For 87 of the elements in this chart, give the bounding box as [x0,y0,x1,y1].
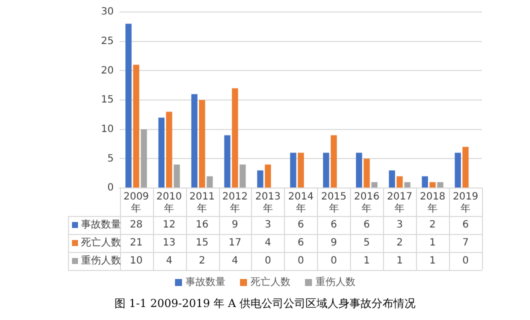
data-label: 9 [232,220,238,231]
bar [454,152,461,188]
data-label: 1 [429,238,436,249]
bar [422,176,428,188]
y-tick-label: 10 [100,124,114,135]
data-label: 9 [330,238,337,249]
data-label: 6 [298,238,304,249]
bar [232,88,238,188]
x-tick-label: 2011年 [189,192,215,215]
text: 图 1-1 2009-2019 年 A 供电公司公司区域人身事故分布情况 [114,296,416,311]
x-tick-label: 2015年 [321,192,347,215]
data-label: 2 [198,256,206,267]
data-label: 6 [364,220,370,231]
bar [264,164,271,188]
bar [323,152,330,188]
data-label: 4 [264,238,272,249]
x-tick-label: 2019年 [452,192,478,215]
y-tick-label: 5 [107,153,114,164]
bar [133,64,140,188]
y-tick-label: 30 [100,6,114,18]
data-label: 12 [162,220,176,231]
data-label: 7 [462,238,469,249]
x-tick-label: 2018年 [420,192,446,215]
data-label: 1 [429,256,436,267]
data-label: 13 [162,238,176,249]
data-label: 6 [462,220,469,231]
bar [206,176,213,188]
data-label: 1 [396,256,403,267]
x-tick-label: 2016年 [354,192,380,215]
bar [166,112,172,188]
data-label: 6 [330,220,337,231]
bar [356,152,362,188]
text: 事故数量 [186,277,226,288]
bar [371,182,378,188]
x-tick-label: 2010年 [156,192,182,215]
bar [240,164,246,188]
y-tick-label: 0 [107,182,114,194]
x-tick-label: 2009年 [123,192,149,215]
legend-label: 事故数量 [81,218,121,231]
bar [298,152,304,188]
data-label: 17 [228,238,242,249]
data-label: 21 [130,238,143,249]
data-label: 4 [232,256,238,267]
bar [290,152,296,188]
y-tick-label: 25 [100,36,114,47]
bar [388,170,396,188]
bar [364,158,370,188]
y-tick-label: 20 [100,65,114,76]
x-tick-label: 2017年 [386,192,412,215]
legend-label: 重伤人数 [81,254,121,267]
data-label: 16 [196,220,208,231]
bar [140,129,147,188]
data-label: 28 [130,220,143,231]
bar [404,182,410,188]
bar [191,94,198,188]
y-tick-label: 15 [100,94,114,106]
bar [158,118,165,188]
x-tick-label: 2014年 [288,192,314,215]
bar [437,182,444,188]
bar [257,170,264,188]
bar [396,176,403,188]
data-label: 2 [396,238,403,249]
data-label: 5 [364,238,370,249]
data-label: 2 [429,220,436,231]
bar [174,164,180,188]
x-tick-label: 2012年 [222,192,248,215]
data-label: 4 [166,256,172,267]
data-label: 0 [330,256,337,267]
text: 重伤人数 [316,277,356,288]
bar [125,24,132,188]
bar [430,182,436,188]
data-label: 15 [196,238,208,249]
data-label: 3 [264,220,272,231]
bar [462,146,469,188]
bar [330,135,337,188]
text: 死亡人数 [250,277,290,288]
legend-label: 死亡人数 [81,236,121,249]
bar [198,100,206,188]
data-label: 1 [364,256,370,267]
x-tick-label: 2013年 [255,192,281,215]
data-label: 10 [130,256,143,267]
data-label: 0 [298,256,304,267]
data-label: 0 [462,256,469,267]
data-label: 3 [396,220,403,231]
data-label: 6 [298,220,304,231]
data-label: 0 [264,256,272,267]
bar [224,135,230,188]
